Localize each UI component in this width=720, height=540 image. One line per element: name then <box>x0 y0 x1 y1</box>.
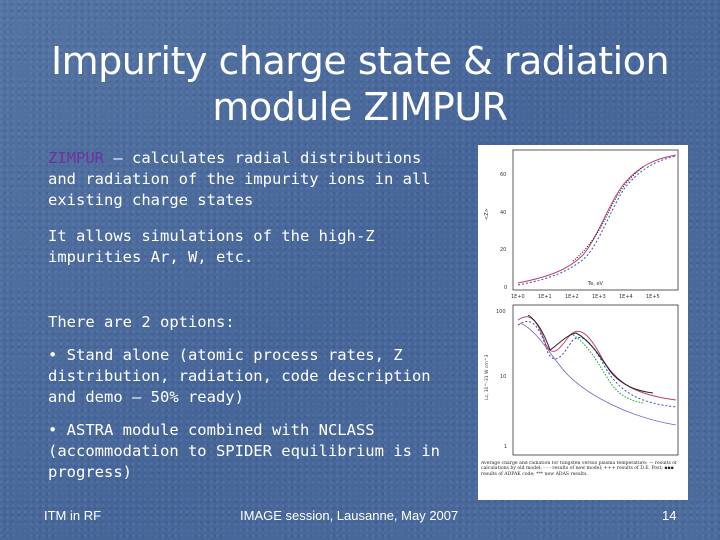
top-xtick-2: 1E+1 <box>538 294 552 300</box>
page-number: 14 <box>662 508 677 523</box>
paragraph-zimpur-description: ZIMPUR – calculates radial distributions… <box>48 148 448 211</box>
bottom-curve-post <box>527 314 654 394</box>
top-panel: 60 40 20 0 <Z> 1E+0 1E+1 1E+2 1E+3 1E+4 … <box>484 149 679 300</box>
paragraph-options: There are 2 options: <box>48 313 235 331</box>
top-xtick-1: 1E+0 <box>511 294 525 300</box>
top-xtick-5: 1E+4 <box>619 294 633 300</box>
bottom-panel: 100 10 1 Lz, 10^-31 W cm^3 <box>484 304 679 456</box>
bottom-curve-adpak <box>519 322 677 426</box>
zimpur-highlight: ZIMPUR <box>48 149 104 167</box>
bottom-curve-old-model <box>517 316 677 401</box>
top-xtick-6: 1E+5 <box>646 294 660 300</box>
slide-title: Impurity charge state & radiation module… <box>40 38 680 130</box>
top-curve-adpak <box>572 166 644 262</box>
zimpur-description-text: – calculates radial distributions and ra… <box>48 149 431 209</box>
bullet-stand-alone: • Stand alone (atomic process rates, Z d… <box>48 346 431 406</box>
bottom-curve-adas <box>572 334 644 404</box>
top-ytick-20: 20 <box>500 247 506 253</box>
top-curve-old-model <box>517 154 677 284</box>
top-ylabel: <Z> <box>484 208 490 220</box>
bottom-ylabel: Lz, 10^-31 W cm^3 <box>484 354 490 400</box>
top-ytick-60: 60 <box>500 172 506 178</box>
paragraph-simulations: It allows simulations of the high-Z impu… <box>48 227 375 266</box>
tungsten-charge-radiation-figure: 60 40 20 0 <Z> 1E+0 1E+1 1E+2 1E+3 1E+4 … <box>478 145 688 500</box>
title-line-2: module ZIMPUR <box>212 85 508 129</box>
bottom-curve-new-model <box>517 321 677 408</box>
bottom-ytick-1: 1 <box>504 444 507 450</box>
figure-svg: 60 40 20 0 <Z> 1E+0 1E+1 1E+2 1E+3 1E+4 … <box>481 149 679 477</box>
top-xtick-4: 1E+3 <box>592 294 606 300</box>
bullet-astra-module: • ASTRA module combined with NCLASS (acc… <box>48 421 440 481</box>
footer-left: ITM in RF <box>44 508 102 523</box>
title-line-1: Impurity charge state & radiation <box>50 39 670 83</box>
top-xlabel: Te, eV <box>587 281 604 287</box>
footer-center: IMAGE session, Lausanne, May 2007 <box>240 508 459 523</box>
top-xtick-3: 1E+2 <box>565 294 579 300</box>
bottom-ytick-10: 10 <box>500 374 506 380</box>
bottom-ytick-100: 100 <box>496 309 506 315</box>
top-curve-new-model <box>517 155 677 286</box>
top-ytick-40: 40 <box>500 210 506 216</box>
top-ytick-0: 0 <box>504 285 507 291</box>
figure-caption: Average charge and radiation for tungste… <box>481 461 677 477</box>
